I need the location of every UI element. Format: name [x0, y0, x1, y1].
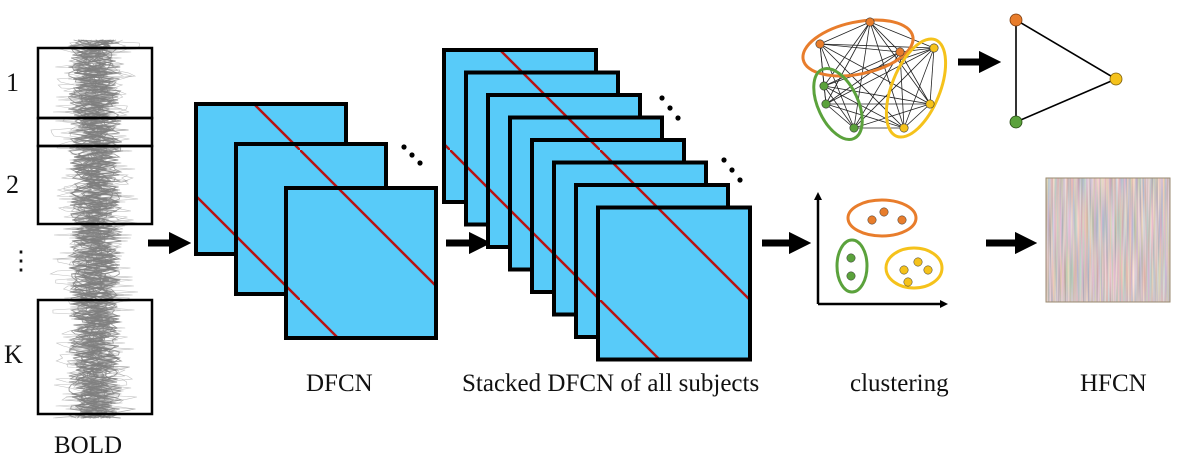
stacked-dfcn-matrix: [596, 205, 752, 362]
scatter-point: [846, 253, 856, 263]
hfcn-caption: HFCN: [1080, 370, 1147, 397]
dfcn-matrix-3: [284, 186, 438, 340]
scatter-point: [903, 277, 913, 287]
node-yellow: [1109, 72, 1123, 86]
window-label-ellipsis: ⋮: [8, 246, 34, 275]
graph-node: [895, 47, 905, 57]
reduced-graph: [1009, 13, 1123, 129]
scatter-points: [846, 207, 933, 287]
graph-node: [815, 39, 825, 49]
graph-node: [929, 43, 939, 53]
graph-nodes: [815, 17, 939, 133]
bold-caption: BOLD: [54, 432, 123, 459]
bold-waveforms: [49, 39, 140, 419]
scatter-point: [867, 215, 877, 225]
window-box-k: [36, 298, 154, 416]
window-label-k: K: [4, 340, 23, 369]
scatter-point: [879, 207, 889, 217]
window-label-2: 2: [6, 170, 19, 199]
stacked-dfcn: [442, 48, 752, 362]
ellipsis-icon: [659, 95, 743, 183]
clustering-plot: [813, 191, 949, 309]
scatter-point: [923, 265, 933, 275]
window-label-1: 1: [6, 68, 19, 97]
cluster-ellipse-orange: [801, 18, 915, 78]
dfcn-caption: DFCN: [306, 370, 373, 397]
graph-node: [849, 123, 859, 133]
cluster-ellipse-yellow: [884, 37, 948, 139]
network-graph: [801, 17, 948, 141]
graph-node: [925, 99, 935, 109]
node-green: [1009, 115, 1023, 129]
ellipsis-icon: [401, 144, 423, 166]
graph-node: [821, 99, 831, 109]
scatter-point: [913, 257, 923, 267]
graph-edges: [819, 21, 935, 129]
cluster-ellipse-green: [812, 67, 864, 141]
hfcn-matrix: [1045, 177, 1171, 303]
scatter-point: [899, 265, 909, 275]
node-orange: [1009, 13, 1023, 27]
scatter-point: [846, 271, 856, 281]
stacked-caption: Stacked DFCN of all subjects: [462, 370, 760, 397]
graph-node: [819, 81, 829, 91]
bold-signal-panel: [36, 39, 154, 419]
scatter-point: [897, 215, 907, 225]
window-box-2: [36, 144, 154, 226]
graph-node: [899, 123, 909, 133]
graph-node: [865, 17, 875, 27]
dfcn-stack: [194, 102, 438, 340]
clustering-caption: clustering: [850, 370, 949, 397]
